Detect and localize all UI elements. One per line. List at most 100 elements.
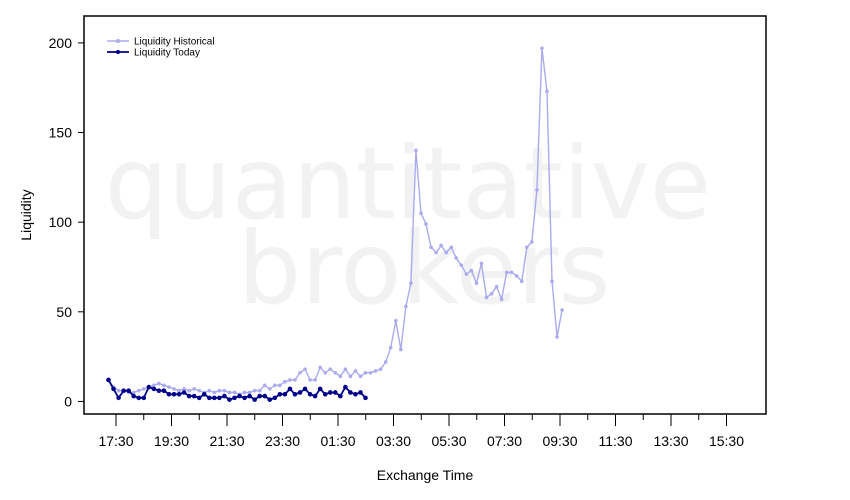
- data-point: [545, 89, 549, 94]
- data-point: [358, 390, 363, 395]
- x-tick-label: 19:30: [154, 433, 189, 449]
- data-point: [111, 386, 116, 392]
- x-tick-label: 01:30: [320, 433, 355, 449]
- data-point: [136, 395, 142, 401]
- data-point: [409, 281, 413, 285]
- data-point: [499, 297, 504, 302]
- plot-frame: [83, 15, 767, 415]
- data-point: [222, 393, 227, 399]
- data-point: [484, 295, 489, 300]
- data-point: [388, 345, 393, 350]
- data-point: [368, 370, 373, 375]
- x-tick-label: 13:30: [653, 433, 688, 449]
- data-point: [186, 393, 192, 399]
- data-point: [519, 279, 524, 284]
- data-point: [227, 397, 232, 402]
- data-point: [530, 240, 534, 244]
- data-point: [303, 367, 307, 371]
- data-point: [232, 390, 237, 395]
- data-point: [424, 222, 428, 226]
- data-point: [247, 390, 252, 395]
- data-point: [439, 243, 443, 248]
- data-point: [323, 370, 328, 375]
- data-point: [247, 393, 252, 399]
- data-point: [222, 388, 227, 393]
- x-tick-label: 23:30: [265, 433, 300, 449]
- data-point: [318, 365, 322, 370]
- data-point: [212, 395, 217, 401]
- data-point: [278, 383, 282, 388]
- data-point: [167, 385, 171, 389]
- data-point: [479, 261, 484, 266]
- data-point: [338, 393, 343, 399]
- data-point: [237, 393, 242, 399]
- data-point: [474, 281, 479, 285]
- data-point: [196, 395, 202, 401]
- data-point: [162, 383, 166, 388]
- data-point: [288, 378, 292, 382]
- x-axis-title: Exchange Time: [377, 467, 474, 483]
- data-point: [262, 393, 268, 399]
- data-point: [363, 395, 368, 401]
- data-point: [187, 388, 191, 393]
- data-point: [182, 387, 186, 391]
- data-point: [217, 395, 222, 401]
- y-tick-label: 50: [56, 304, 72, 320]
- data-point: [116, 395, 121, 401]
- data-point: [177, 388, 181, 393]
- data-point: [353, 391, 358, 397]
- data-point: [414, 148, 418, 153]
- data-point: [121, 388, 126, 393]
- data-point: [217, 388, 222, 393]
- data-point: [156, 388, 162, 393]
- data-point: [293, 378, 297, 382]
- data-point: [358, 374, 363, 379]
- data-point: [525, 245, 529, 250]
- data-point: [232, 395, 237, 401]
- data-point: [136, 388, 141, 393]
- data-point: [192, 387, 196, 391]
- data-point: [383, 360, 388, 364]
- series-historical: [106, 46, 564, 397]
- data-point: [262, 383, 267, 388]
- x-tick-label: 15:30: [709, 433, 744, 449]
- data-point: [504, 270, 509, 275]
- data-point: [327, 390, 333, 395]
- data-point: [307, 391, 313, 397]
- data-point: [172, 387, 176, 391]
- data-point: [297, 390, 303, 395]
- data-point: [292, 391, 298, 397]
- data-point: [166, 391, 172, 397]
- data-point: [399, 347, 403, 352]
- y-tick-label: 150: [49, 125, 73, 141]
- data-point: [514, 274, 519, 278]
- data-point: [152, 383, 156, 388]
- y-axis: 0 50 100 150 200: [49, 35, 84, 409]
- data-point: [197, 388, 202, 393]
- series-line: [107, 379, 367, 401]
- data-point: [333, 370, 338, 375]
- data-point: [555, 335, 559, 339]
- data-point: [434, 250, 438, 255]
- data-point: [283, 379, 287, 384]
- data-point: [348, 390, 353, 395]
- data-point: [494, 284, 499, 289]
- series-layer: [106, 46, 564, 402]
- data-point: [560, 308, 564, 312]
- data-point: [181, 390, 187, 395]
- data-point: [242, 395, 247, 401]
- watermark: quantitative brokers: [105, 125, 712, 327]
- data-point: [141, 387, 146, 391]
- data-point: [267, 397, 273, 402]
- data-point: [404, 304, 408, 309]
- data-point: [343, 384, 348, 390]
- data-point: [550, 279, 554, 284]
- x-tick-label: 05:30: [431, 433, 466, 449]
- data-point: [242, 390, 247, 395]
- data-point: [171, 391, 177, 397]
- data-point: [429, 245, 433, 250]
- data-point: [207, 388, 212, 393]
- data-point: [257, 388, 262, 393]
- data-point: [302, 386, 308, 392]
